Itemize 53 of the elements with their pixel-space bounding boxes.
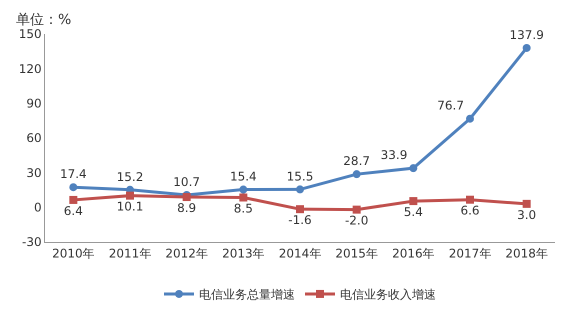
y-tick-label: 90 [26,96,42,111]
data-label: 33.9 [380,148,408,162]
data-label: 8.9 [177,201,196,216]
point [296,185,304,194]
y-axis-title: 单位：% [16,12,72,28]
point [239,186,248,194]
data-label: 137.9 [509,28,544,42]
point [522,44,531,52]
y-tick-label: 0 [34,200,42,215]
data-label: 3.0 [517,208,536,222]
data-label: 10.7 [173,174,200,189]
legend-label: 电信业务收入增速 [340,288,436,302]
x-tick-label: 2010年 [52,246,95,260]
data-label: 8.5 [234,202,253,216]
point [182,193,191,202]
data-label: 6.6 [460,204,480,218]
data-label: 10.1 [116,200,144,214]
data-label: -2.0 [344,214,368,228]
data-label: 6.4 [64,204,83,218]
x-tick-label: 2018年 [505,246,548,260]
y-tick-label: 150 [18,27,42,42]
point [352,170,361,178]
y-tick-label: 120 [18,62,42,76]
y-tick-label: 30 [26,166,42,180]
data-label: 76.7 [437,98,464,113]
point [409,197,418,206]
legend-label: 电信业务总量增速 [199,288,295,302]
x-tick-label: 2017年 [448,246,492,260]
point [352,206,361,214]
data-label: -1.6 [288,213,312,228]
data-label: 17.4 [60,167,87,182]
point [409,164,418,172]
point [466,196,474,204]
y-tick-label: 60 [26,131,42,146]
x-tick-label: 2013年 [222,246,265,260]
x-tick-label: 2016年 [392,246,435,260]
point [239,194,248,202]
point [69,196,78,204]
point [69,183,78,192]
data-label: 15.5 [286,169,314,184]
x-tick-label: 2014年 [278,246,322,260]
data-label: 15.2 [116,170,144,184]
data-label: 15.4 [230,170,257,184]
y-tick-label: -30 [22,235,42,250]
point [522,200,531,208]
x-tick-label: 2015年 [335,246,378,260]
point [126,192,134,200]
data-label: 5.4 [404,205,423,220]
x-tick-label: 2011年 [108,246,152,260]
point [466,114,474,123]
x-tick-label: 2012年 [165,246,208,260]
point [296,205,304,214]
data-label: 28.7 [343,154,370,168]
